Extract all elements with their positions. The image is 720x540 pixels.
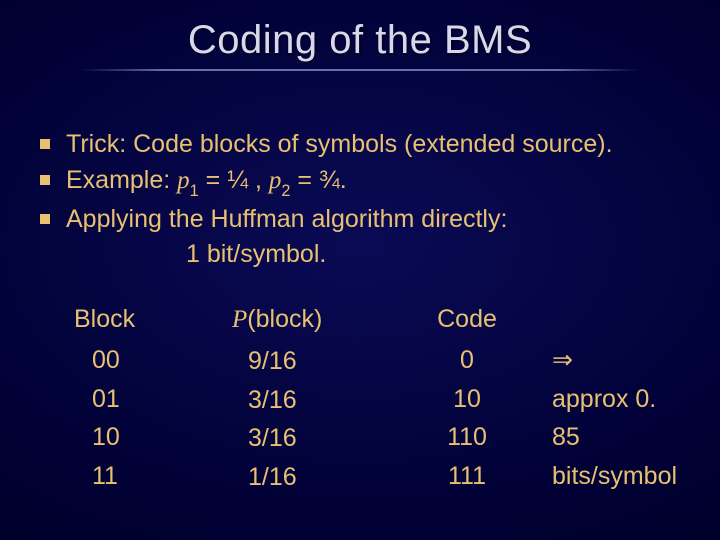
slide: Coding of the BMS Trick: Code blocks of …: [0, 0, 720, 540]
bullet-3-text: Applying the Huffman algorithm directly:: [66, 205, 507, 233]
note-arrow: ⇒: [552, 341, 690, 380]
cell-block-1: 01: [74, 380, 224, 419]
table-area: Block 00 01 10 11 P(block) 9/16 3/16 3/1…: [64, 300, 690, 497]
bullet-2-p1-sub: 1: [190, 182, 199, 200]
body-area: Trick: Code blocks of symbols (extended …: [36, 128, 690, 272]
cell-block-3: 11: [74, 457, 224, 496]
bullet-1-text: Trick: Code blocks of symbols (extended …: [66, 130, 613, 158]
hdr-block: Block: [74, 300, 224, 339]
bullet-3: Applying the Huffman algorithm directly:: [36, 203, 690, 237]
cell-code-2: 110: [402, 418, 532, 457]
bullet-2-p2-eq: = ¾.: [290, 166, 346, 194]
hdr-pblock-rest: (block): [247, 305, 322, 333]
col-pblock: P(block) 9/16 3/16 3/16 1/16: [224, 300, 402, 497]
cell-p-1: 3/16: [232, 381, 402, 420]
cell-block-2: 10: [74, 418, 224, 457]
title-underline: [80, 69, 640, 71]
bullet-3-indent: 1 bit/symbol.: [186, 238, 690, 272]
cell-block-0: 00: [74, 341, 224, 380]
cell-p-2: 3/16: [232, 419, 402, 458]
bullet-2-p2-sym: p: [269, 167, 282, 194]
bullet-1: Trick: Code blocks of symbols (extended …: [36, 128, 690, 162]
cell-code-3: 111: [402, 457, 532, 496]
cell-p-3: 1/16: [232, 458, 402, 497]
col-block: Block 00 01 10 11: [64, 300, 224, 496]
bullet-2-pre: Example:: [66, 166, 177, 194]
cell-code-1: 10: [402, 380, 532, 419]
bullet-2-p1-sym: p: [177, 167, 190, 194]
bullet-2-p1-eq: = ¼ ,: [199, 166, 269, 194]
slide-title: Coding of the BMS: [188, 18, 532, 63]
col-code: Code 0 10 110 111: [402, 300, 532, 496]
table-columns: Block 00 01 10 11 P(block) 9/16 3/16 3/1…: [64, 300, 690, 497]
note-line2: bits/symbol: [552, 457, 690, 496]
hdr-pblock: P(block): [232, 300, 402, 340]
col-note: . ⇒ approx 0. 85 bits/symbol: [532, 300, 690, 496]
title-area: Coding of the BMS: [0, 18, 720, 71]
bullet-list: Trick: Code blocks of symbols (extended …: [36, 128, 690, 236]
cell-code-0: 0: [402, 341, 532, 380]
hdr-pblock-sym: P: [232, 306, 247, 333]
note-line1: approx 0. 85: [552, 380, 690, 458]
bullet-2: Example: p1 = ¼ , p2 = ¾.: [36, 164, 690, 201]
cell-p-0: 9/16: [232, 342, 402, 381]
hdr-code: Code: [402, 300, 532, 339]
bullet-2-p2-sub: 2: [281, 182, 290, 200]
